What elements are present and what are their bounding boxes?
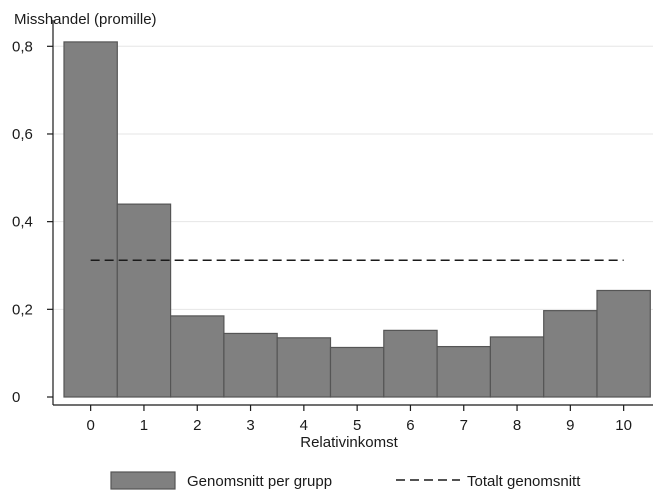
bar-7 [436, 345, 492, 398]
x-tick-label: 0 [86, 417, 94, 434]
x-tick-label: 8 [513, 417, 521, 434]
bars [63, 41, 651, 398]
y-axis-label: Misshandel (promille) [14, 11, 157, 28]
axes [52, 20, 653, 406]
legend-label-line: Totalt genomsnitt [467, 473, 581, 490]
x-tick-label: 3 [246, 417, 254, 434]
x-axis-label: Relativinkomst [300, 434, 398, 451]
x-tick-label: 4 [300, 417, 308, 434]
y-tick-label: 0,2 [12, 301, 33, 318]
bar-8 [489, 336, 545, 398]
x-tick-label: 10 [615, 417, 632, 434]
bar-9 [543, 310, 598, 398]
bar-6 [383, 329, 438, 398]
bar-10 [596, 289, 651, 398]
x-tick-label: 5 [353, 417, 361, 434]
y-tick-label: 0,8 [12, 38, 33, 55]
x-ticks: 0 1 2 3 4 5 6 7 8 9 10 [86, 405, 632, 434]
y-tick-label: 0,4 [12, 214, 33, 231]
x-tick-label: 7 [460, 417, 468, 434]
bar-0 [63, 41, 118, 398]
x-tick-label: 1 [140, 417, 148, 434]
bar-3 [223, 332, 278, 398]
x-tick-label: 6 [406, 417, 414, 434]
legend: Genomsnitt per grupp Totalt genomsnitt [110, 471, 581, 490]
bar-5 [329, 346, 385, 398]
legend-swatch-bars [110, 471, 176, 490]
bar-2 [170, 315, 225, 398]
y-tick-label: 0,6 [12, 126, 33, 143]
y-ticks: 0 0,2 0,4 0,6 0,8 [12, 38, 53, 406]
x-tick-label: 9 [566, 417, 574, 434]
bar-1 [116, 203, 172, 398]
bar-4 [276, 337, 332, 398]
x-tick-label: 2 [193, 417, 201, 434]
legend-label-bars: Genomsnitt per grupp [187, 473, 332, 490]
y-tick-label: 0 [12, 389, 20, 406]
